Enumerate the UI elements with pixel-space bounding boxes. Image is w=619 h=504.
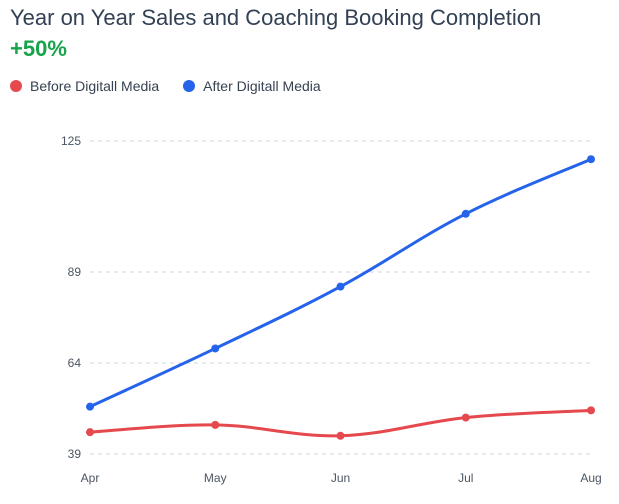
data-point-1-1 <box>211 344 220 353</box>
x-tick-label: Jul <box>458 471 473 485</box>
legend-label-before: Before Digitall Media <box>30 78 160 94</box>
data-point-0-2 <box>336 431 345 440</box>
chart-header: Year on Year Sales and Coaching Booking … <box>10 4 610 63</box>
legend-item-after[interactable]: After Digitall Media <box>183 78 321 94</box>
data-point-1-2 <box>336 282 345 291</box>
data-point-0-4 <box>587 406 595 415</box>
y-tick-label: 39 <box>68 447 82 461</box>
data-point-0-1 <box>211 420 220 429</box>
chart-title: Year on Year Sales and Coaching Booking … <box>10 5 542 30</box>
x-tick-label: Aug <box>580 471 601 485</box>
data-point-0-0 <box>86 428 94 437</box>
data-point-1-4 <box>587 155 595 164</box>
y-tick-label: 64 <box>68 356 82 370</box>
data-point-0-3 <box>461 413 470 422</box>
y-tick-label: 89 <box>68 265 82 279</box>
change-indicator: +50% <box>10 36 67 61</box>
chart-legend: Before Digitall Media After Digitall Med… <box>10 78 321 94</box>
legend-label-after: After Digitall Media <box>203 78 321 94</box>
x-tick-label: May <box>204 471 227 485</box>
x-tick-label: Jun <box>331 471 350 485</box>
legend-marker-after <box>183 80 196 92</box>
x-tick-label: Apr <box>81 471 100 485</box>
data-point-1-3 <box>461 209 470 218</box>
legend-item-before[interactable]: Before Digitall Media <box>10 78 159 94</box>
y-tick-label: 125 <box>61 134 81 148</box>
legend-marker-before <box>10 80 22 92</box>
data-point-1-0 <box>86 402 94 411</box>
